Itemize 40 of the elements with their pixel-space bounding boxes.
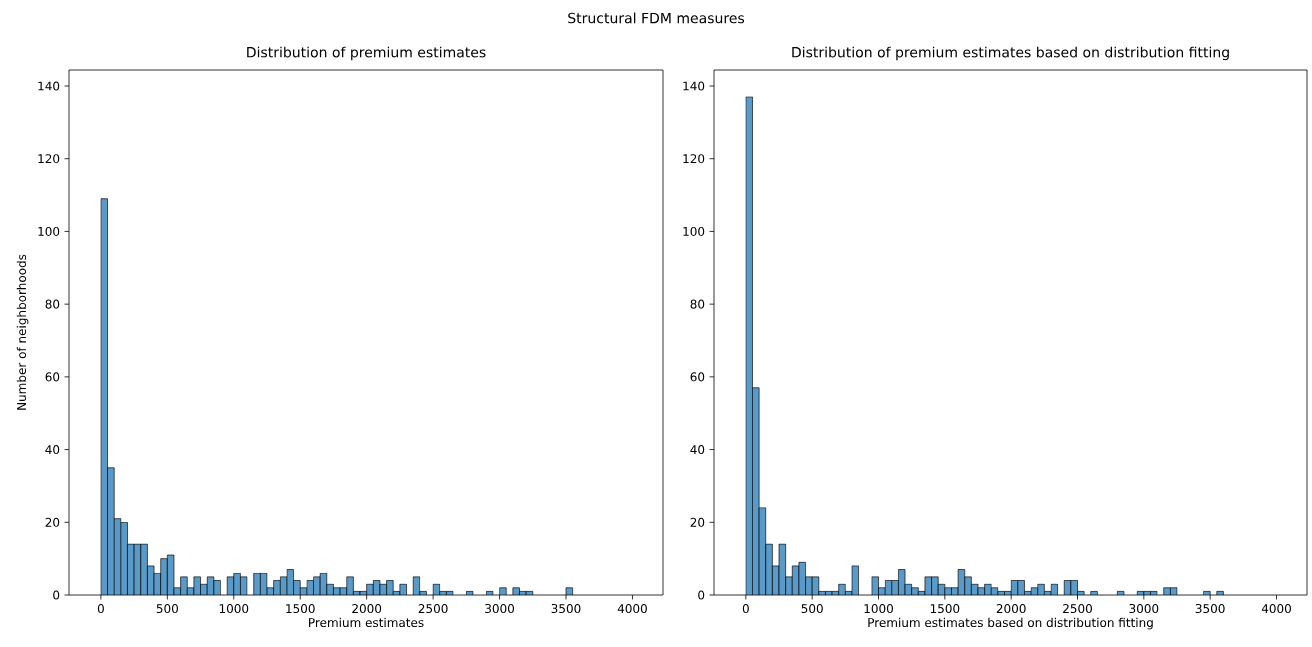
x-tick-label: 2500 xyxy=(418,604,448,614)
x-tick-label: 500 xyxy=(156,604,178,614)
y-tick-label: 20 xyxy=(45,517,60,527)
y-tick-label: 0 xyxy=(53,590,60,600)
x-axis-title: Premium estimates xyxy=(309,617,424,628)
y-tick-label: 140 xyxy=(683,81,705,91)
x-tick-label: 1500 xyxy=(930,604,960,614)
y-tick-label: 120 xyxy=(38,154,60,164)
x-tick-label: 2500 xyxy=(1063,604,1092,614)
x-tick-label: 1000 xyxy=(864,604,893,614)
x-tick-label: 1000 xyxy=(219,604,249,614)
x-tick-label: 0 xyxy=(97,604,104,614)
y-tick-label: 40 xyxy=(45,445,60,455)
x-tick-label: 0 xyxy=(742,604,749,614)
y-tick-label: 0 xyxy=(698,590,705,600)
x-tick-label: 3000 xyxy=(1129,604,1159,614)
y-tick-label: 60 xyxy=(45,372,60,382)
y-tick-label: 60 xyxy=(690,372,705,382)
y-tick-label: 80 xyxy=(690,299,705,309)
x-tick-label: 1500 xyxy=(286,604,315,614)
chart-title: Distribution of premium estimates based on distribution fitting xyxy=(792,46,1229,61)
y-tick-label: 140 xyxy=(38,81,60,91)
x-axis-title: Premium estimates based on distribution fitting xyxy=(868,617,1153,630)
x-tick-label: 3000 xyxy=(485,604,515,614)
x-tick-label: 4000 xyxy=(617,604,647,614)
x-tick-label: 4000 xyxy=(1261,604,1291,614)
x-tick-label: 500 xyxy=(801,604,823,614)
text: Structural FDM measures xyxy=(568,12,745,24)
y-tick-label: 20 xyxy=(690,517,705,527)
y-tick-label: 100 xyxy=(38,226,60,236)
x-tick-label: 3500 xyxy=(551,604,581,614)
y-tick-label: 120 xyxy=(683,154,705,164)
x-tick-label: 2000 xyxy=(352,604,382,614)
x-tick-label: 2000 xyxy=(996,604,1026,614)
chart-title: Distribution of premium estimates xyxy=(247,46,486,61)
y-tick-label: 100 xyxy=(683,226,705,236)
y-axis-title: Number of neighborhoods xyxy=(16,254,29,410)
y-tick-label: 40 xyxy=(690,445,705,455)
y-tick-label: 80 xyxy=(45,299,60,309)
x-tick-label: 3500 xyxy=(1195,604,1225,614)
